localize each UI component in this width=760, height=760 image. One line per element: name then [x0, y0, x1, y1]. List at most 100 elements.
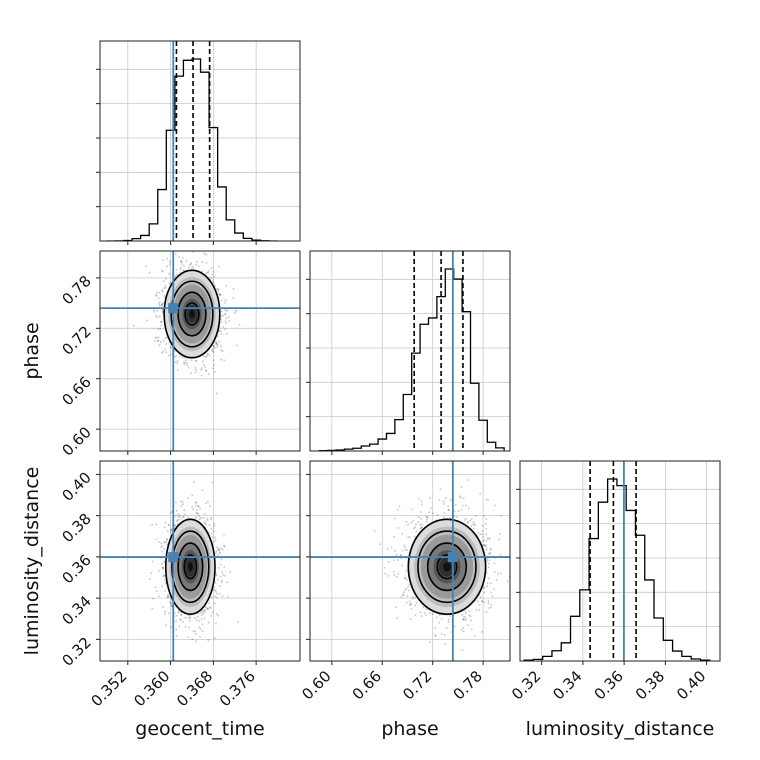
scatter-point: [460, 509, 463, 511]
panel-geocent-time-vs-phase: 0.60 0.66 0.72 0.78: [58, 248, 301, 460]
scatter-point: [224, 574, 226, 577]
scatter-point: [163, 541, 166, 544]
scatter-point: [151, 560, 154, 563]
scatter-point: [204, 609, 206, 612]
scatter-point: [408, 583, 411, 586]
scatter-point: [213, 586, 216, 589]
scatter-point: [423, 612, 426, 614]
scatter-point: [210, 615, 213, 617]
scatter-point: [238, 323, 241, 326]
scatter-point: [207, 531, 210, 534]
scatter-point: [161, 270, 164, 273]
scatter-point: [187, 636, 189, 639]
scatter-point: [205, 262, 208, 264]
scatter-point: [210, 277, 213, 279]
y-axis-label-luminosity-distance: luminosity_distance: [21, 467, 43, 656]
scatter-point: [465, 517, 468, 520]
scatter-point: [161, 289, 164, 292]
scatter-point: [405, 520, 408, 523]
scatter-point: [207, 500, 209, 503]
scatter-point: [162, 311, 164, 314]
scatter-point: [211, 350, 214, 352]
scatter-point: [174, 361, 177, 364]
scatter-point: [199, 612, 202, 614]
scatter-point: [168, 263, 171, 266]
scatter-point: [181, 500, 184, 503]
scatter-point: [485, 540, 488, 542]
scatter-point: [212, 530, 215, 532]
scatter-point: [483, 601, 486, 604]
x-tick-label: 0.72: [399, 667, 435, 703]
scatter-point: [178, 518, 180, 521]
scatter-point: [164, 612, 166, 615]
scatter-point: [470, 518, 473, 520]
truth-marker: [447, 552, 458, 563]
scatter-point: [164, 590, 166, 592]
scatter-point: [486, 537, 488, 540]
scatter-point: [187, 614, 190, 617]
scatter-point: [178, 256, 180, 258]
y-tick-label: 0.38: [58, 510, 94, 546]
scatter-point: [401, 532, 404, 535]
scatter-point: [203, 522, 206, 524]
contour-line-3: [436, 554, 458, 580]
scatter-point: [443, 634, 446, 636]
scatter-point: [513, 575, 515, 577]
scatter-point: [212, 279, 215, 282]
scatter-point: [202, 612, 204, 615]
scatter-point: [406, 549, 408, 551]
scatter-point: [420, 615, 423, 617]
scatter-point: [180, 260, 182, 263]
scatter-point: [387, 548, 389, 551]
scatter-point: [201, 610, 204, 613]
scatter-point: [453, 515, 455, 518]
scatter-point: [483, 591, 486, 594]
scatter-point: [480, 533, 483, 536]
scatter-point: [462, 618, 465, 621]
scatter-point: [162, 259, 164, 262]
scatter-point: [180, 266, 182, 269]
scatter-point: [222, 248, 224, 250]
scatter-point: [207, 621, 210, 624]
scatter-point: [214, 581, 217, 584]
scatter-point: [157, 297, 160, 300]
scatter-point: [205, 355, 208, 358]
scatter-point: [166, 336, 168, 339]
scatter-point: [226, 581, 228, 583]
scatter-point: [390, 546, 393, 549]
scatter-point: [404, 548, 407, 551]
scatter-point: [184, 356, 187, 359]
scatter-point: [474, 599, 477, 602]
scatter-point: [482, 544, 484, 547]
scatter-point: [467, 624, 469, 626]
scatter-point: [221, 350, 224, 352]
scatter-point: [477, 531, 480, 534]
truth-marker: [168, 303, 179, 314]
scatter-point: [165, 624, 167, 627]
scatter-point: [176, 519, 179, 521]
scatter-point: [217, 290, 219, 292]
scatter-point: [490, 604, 493, 606]
scatter-point: [489, 553, 491, 555]
scatter-point: [184, 361, 187, 364]
scatter-point: [486, 585, 488, 588]
scatter-point: [410, 521, 413, 524]
scatter-point: [210, 596, 213, 599]
scatter-point: [184, 625, 187, 628]
scatter-point: [195, 263, 197, 266]
scatter-point: [169, 512, 172, 514]
scatter-point: [187, 366, 190, 369]
scatter-point: [207, 353, 209, 355]
scatter-point: [489, 547, 492, 550]
scatter-point: [401, 564, 403, 567]
scatter-point: [220, 330, 222, 332]
scatter-point: [465, 612, 467, 615]
scatter-point: [163, 287, 165, 289]
scatter-point: [481, 530, 484, 532]
y-tick-label: 0.72: [58, 322, 94, 358]
scatter-point: [467, 507, 470, 510]
density-level-6: [189, 309, 195, 319]
scatter-point: [220, 547, 222, 550]
scatter-point: [153, 309, 156, 311]
scatter-point: [215, 288, 218, 291]
